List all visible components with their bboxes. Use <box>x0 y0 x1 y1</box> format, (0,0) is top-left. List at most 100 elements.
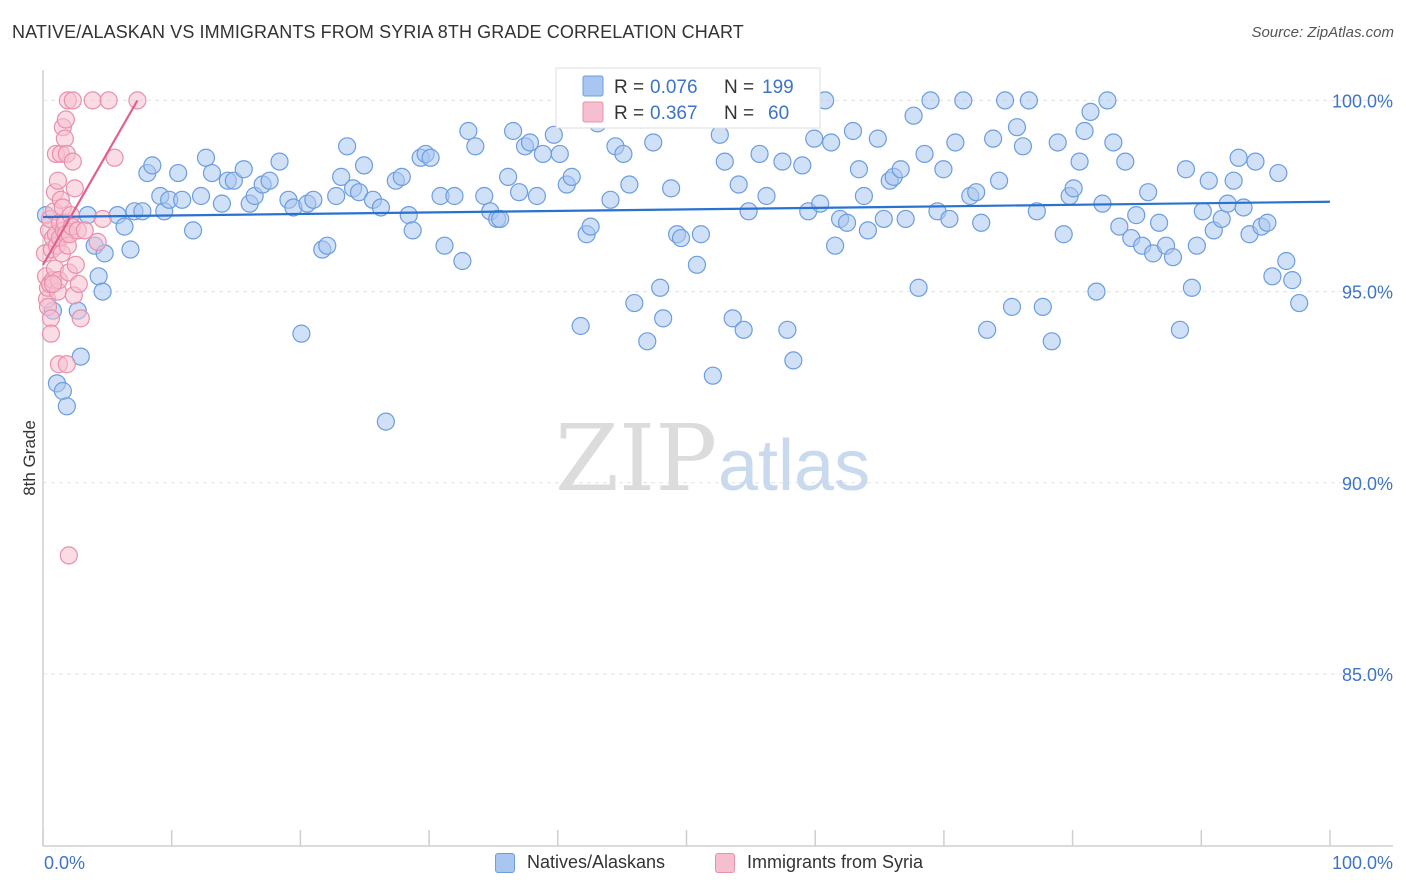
natives-point <box>292 324 311 343</box>
natives-point <box>57 397 76 416</box>
syria-point <box>71 309 90 328</box>
legend-n-value-natives: 199 <box>762 77 794 98</box>
watermark: ZIP atlas <box>555 405 870 512</box>
trend-lines <box>42 99 1331 266</box>
natives-point <box>1187 236 1206 255</box>
natives-point <box>620 175 639 194</box>
natives-point <box>934 160 953 179</box>
natives-point <box>143 156 162 175</box>
natives-point <box>625 293 644 313</box>
legend-r-label-syria: R = <box>614 103 644 124</box>
natives-point <box>1042 332 1061 351</box>
natives-point <box>909 278 928 297</box>
y-axis-label: 8th Grade <box>20 420 39 496</box>
natives-point <box>571 316 590 336</box>
natives-point <box>734 320 753 339</box>
natives-point <box>1283 271 1302 290</box>
syria-point <box>41 324 61 343</box>
legend-n-value-syria: 60 <box>768 103 789 124</box>
natives-point <box>1081 102 1100 121</box>
natives-point <box>946 133 965 152</box>
natives-point <box>533 144 553 164</box>
natives-point <box>53 381 72 401</box>
syria-point <box>57 355 76 374</box>
natives-point <box>349 183 369 202</box>
natives-point <box>332 167 351 186</box>
natives-point <box>1116 152 1135 171</box>
natives-point <box>793 156 812 175</box>
natives-point <box>837 213 857 232</box>
natives-point <box>1098 91 1117 110</box>
natives-point <box>891 160 910 179</box>
x-tick-label-left: 0.0% <box>44 853 85 873</box>
syria-point <box>59 546 78 565</box>
natives-point <box>822 133 841 152</box>
natives-point <box>1176 160 1196 179</box>
natives-point <box>550 144 569 164</box>
y-tick-label: 90.0% <box>1342 474 1393 494</box>
natives-point <box>499 167 518 186</box>
natives-point <box>392 167 411 186</box>
syria-point <box>99 91 118 110</box>
natives-point <box>1263 267 1282 286</box>
natives-point <box>89 267 108 286</box>
syria-point <box>69 274 88 294</box>
natives-point <box>527 186 547 206</box>
syria-point <box>48 171 68 190</box>
legend: R = 0.076 N = 199 R = 0.367 N = 60 <box>555 67 821 129</box>
natives-point <box>1007 118 1027 137</box>
natives-point <box>202 163 222 183</box>
legend-r-value-natives: 0.076 <box>650 77 698 98</box>
natives-point <box>376 412 395 431</box>
natives-point <box>71 347 90 366</box>
natives-point <box>1002 297 1022 316</box>
natives-point <box>234 160 253 179</box>
x-tick-label-right: 100.0% <box>1332 853 1393 873</box>
natives-point <box>671 228 691 248</box>
natives-point <box>854 186 874 206</box>
natives-point <box>1127 206 1146 225</box>
natives-point <box>984 129 1003 148</box>
natives-point <box>638 332 657 351</box>
natives-point <box>1149 213 1169 232</box>
natives-point <box>904 106 923 125</box>
natives-point <box>784 351 803 370</box>
natives-point <box>121 240 140 259</box>
y-tick-label: 100.0% <box>1332 91 1393 111</box>
natives-point <box>750 144 769 164</box>
natives-point <box>1193 202 1212 221</box>
natives-point <box>133 202 152 221</box>
natives-point <box>896 209 915 229</box>
legend-swatch-natives <box>582 75 604 97</box>
natives-point <box>691 225 711 244</box>
y-tick-label: 85.0% <box>1342 665 1393 685</box>
natives-point <box>453 251 472 271</box>
natives-point <box>1070 152 1089 171</box>
natives-point <box>972 213 991 232</box>
natives-point <box>811 194 830 213</box>
watermark-zip: ZIP <box>555 405 717 512</box>
natives-point <box>354 156 374 175</box>
syria-point <box>63 152 82 171</box>
natives-point <box>729 175 748 194</box>
natives-point <box>849 160 869 179</box>
syria-point <box>105 148 124 167</box>
syria-point <box>41 309 61 328</box>
natives-point <box>93 282 112 301</box>
natives-point <box>868 129 887 148</box>
natives-point <box>651 278 670 297</box>
natives-point <box>662 179 681 198</box>
natives-point <box>1163 248 1183 267</box>
natives-point <box>581 217 600 236</box>
natives-point <box>1139 183 1158 202</box>
legend-label-natives: Natives/Alaskans <box>527 852 666 872</box>
syria-point <box>66 255 85 274</box>
natives-point <box>304 190 323 209</box>
natives-point <box>1027 202 1046 221</box>
natives-point <box>858 221 877 240</box>
syria-trend-line <box>42 99 139 266</box>
natives-point <box>1054 225 1073 244</box>
legend-item-natives: Natives/Alaskans <box>495 852 665 873</box>
natives-point <box>1269 163 1288 183</box>
syria-point <box>83 91 102 110</box>
